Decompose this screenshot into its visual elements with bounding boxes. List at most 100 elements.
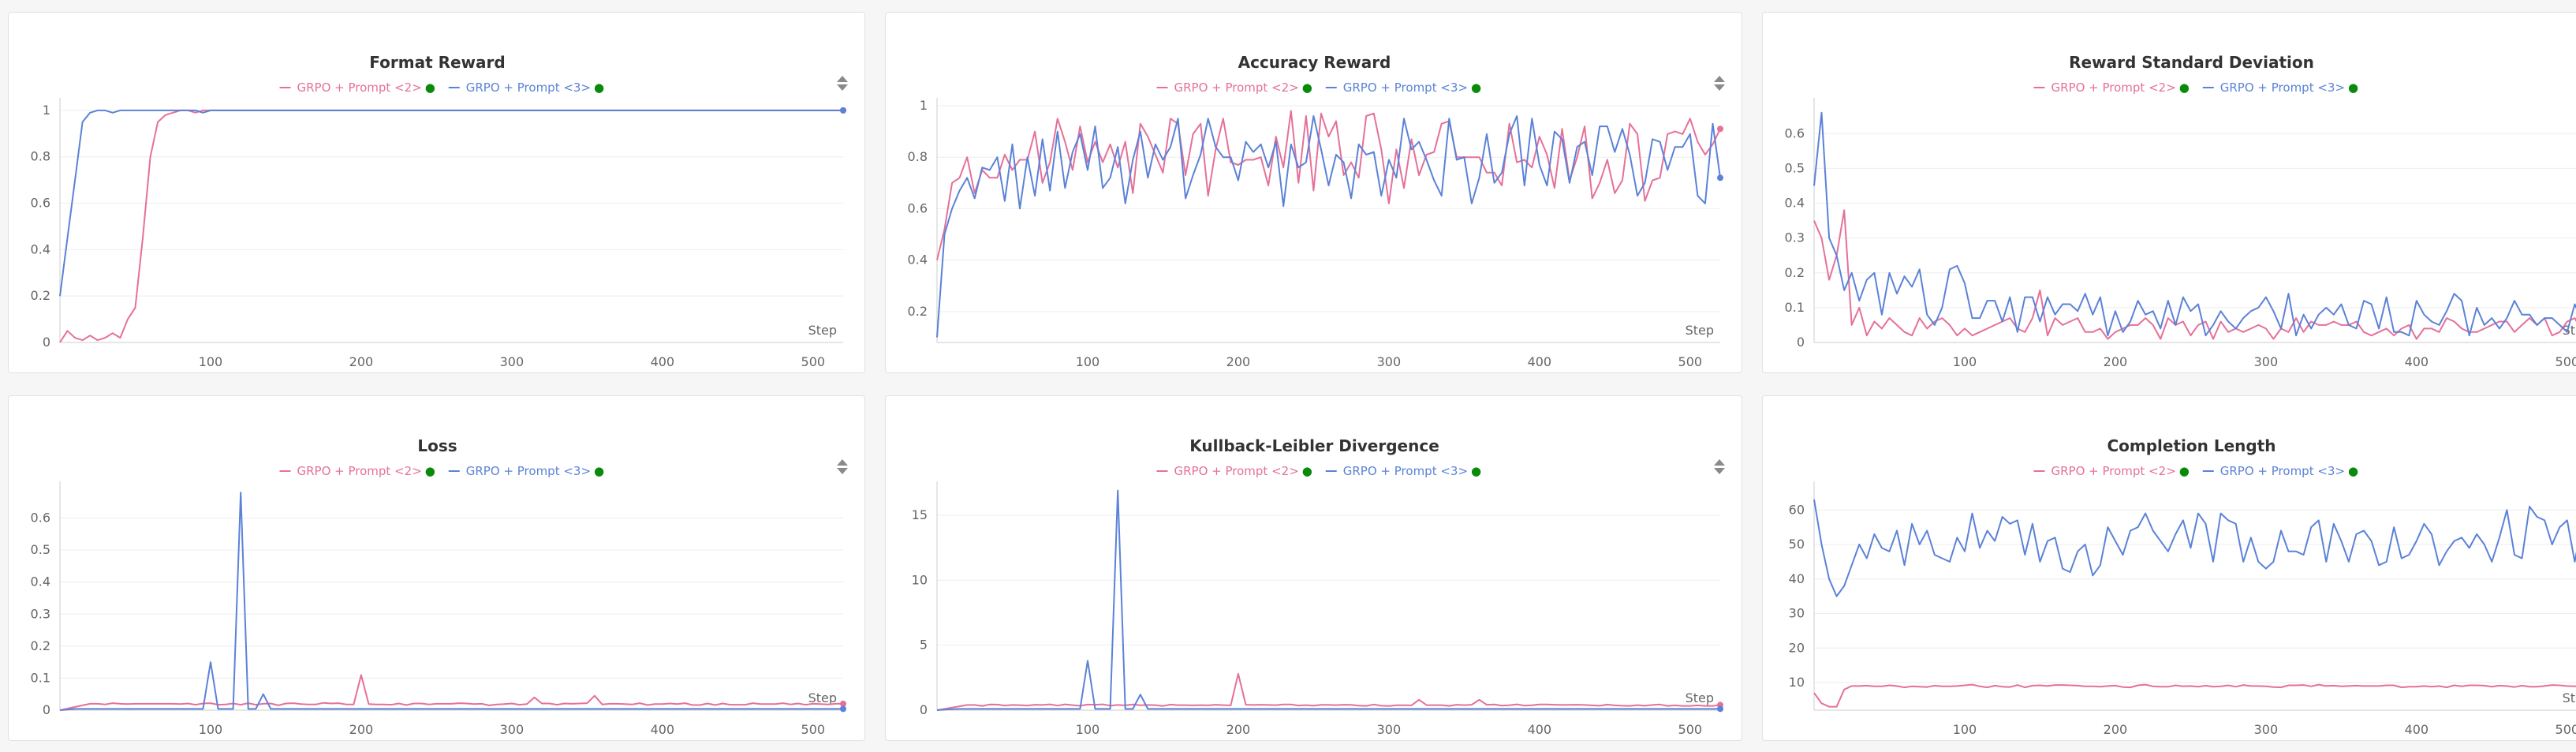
legend-status-dot: ● bbox=[1302, 80, 1312, 95]
legend-label[interactable]: GRPO + Prompt <2> bbox=[2051, 464, 2176, 478]
legend-status-dot: ● bbox=[2348, 80, 2358, 95]
chart-title: Kullback-Leibler Divergence bbox=[1189, 436, 1439, 455]
y-tick-label: 20 bbox=[1789, 640, 1805, 655]
series-line bbox=[1813, 209, 2576, 340]
legend-label[interactable]: GRPO + Prompt <2> bbox=[1174, 464, 1299, 478]
series-line bbox=[1813, 683, 2576, 708]
y-tick-label: 50 bbox=[1789, 537, 1805, 552]
chart-menu-icon[interactable] bbox=[837, 459, 848, 474]
chart-menu-icon-down bbox=[1714, 468, 1725, 474]
x-tick-label: 400 bbox=[2405, 722, 2429, 737]
chart-menu-icon[interactable] bbox=[837, 76, 848, 91]
y-tick-label: 0 bbox=[43, 702, 50, 717]
series-end-marker bbox=[840, 107, 846, 114]
chart-menu-icon-up bbox=[1714, 76, 1725, 82]
legend-status-dot: ● bbox=[1471, 464, 1481, 478]
legend-status-dot: ● bbox=[2179, 80, 2190, 95]
y-tick-label: 10 bbox=[1789, 675, 1805, 690]
chart-menu-icon-up bbox=[1714, 459, 1725, 466]
x-axis-label: Step bbox=[808, 690, 837, 705]
x-tick-label: 400 bbox=[1528, 354, 1552, 369]
x-tick-label: 400 bbox=[651, 722, 675, 737]
y-tick-label: 0.2 bbox=[1785, 265, 1805, 280]
x-tick-label: 500 bbox=[2555, 354, 2576, 369]
x-tick-label: 400 bbox=[2405, 354, 2429, 369]
chart-menu-icon[interactable] bbox=[1714, 459, 1725, 474]
legend-status-dot: ● bbox=[594, 464, 604, 478]
y-tick-label: 1 bbox=[43, 103, 50, 118]
legend-status-dot: ● bbox=[2179, 464, 2190, 478]
y-tick-label: 0.1 bbox=[1785, 300, 1805, 315]
y-tick-label: 0.1 bbox=[31, 670, 50, 685]
x-tick-label: 400 bbox=[1528, 722, 1552, 737]
x-tick-label: 100 bbox=[199, 354, 223, 369]
y-tick-label: 40 bbox=[1789, 571, 1805, 586]
y-tick-label: 0.6 bbox=[1785, 125, 1805, 140]
legend-label[interactable]: GRPO + Prompt <3> bbox=[2220, 80, 2345, 95]
legend-status-dot: ● bbox=[2348, 464, 2358, 478]
series-end-marker bbox=[1717, 705, 1723, 713]
y-tick-label: 0.3 bbox=[31, 606, 50, 621]
chart-svg: Kullback-Leibler Divergence GRPO + Prompt… bbox=[912, 436, 1725, 737]
chart-panel-accuracy-reward: Accuracy Reward GRPO + Prompt <2> ● GRPO + … bbox=[885, 12, 1742, 373]
x-tick-label: 200 bbox=[1226, 354, 1251, 369]
y-tick-label: 0.6 bbox=[908, 200, 928, 215]
series-line bbox=[936, 489, 1720, 711]
y-tick-label: 0 bbox=[920, 702, 928, 717]
legend-label[interactable]: GRPO + Prompt <2> bbox=[297, 80, 422, 95]
legend-label[interactable]: GRPO + Prompt <2> bbox=[1174, 80, 1299, 95]
x-tick-label: 300 bbox=[500, 354, 525, 369]
chart-panel-reward-std: Reward Standard Deviation GRPO + Prompt <… bbox=[1762, 12, 2576, 373]
x-axis-label: Step bbox=[1686, 323, 1714, 338]
series-line bbox=[936, 672, 1721, 711]
chart-title: Completion Length bbox=[2107, 436, 2275, 455]
chart-menu-icon[interactable] bbox=[1714, 76, 1725, 91]
series-line bbox=[1813, 499, 2576, 597]
x-tick-label: 200 bbox=[1226, 722, 1251, 737]
x-tick-label: 400 bbox=[651, 354, 675, 369]
y-tick-label: 0.6 bbox=[31, 196, 50, 211]
x-tick-label: 500 bbox=[801, 722, 826, 737]
legend-label[interactable]: GRPO + Prompt <2> bbox=[2051, 80, 2176, 95]
y-tick-label: 0.4 bbox=[908, 253, 928, 268]
y-tick-label: 0.6 bbox=[31, 511, 50, 526]
x-tick-label: 100 bbox=[1076, 354, 1100, 369]
series-line bbox=[59, 109, 843, 343]
chart-panel-completion-length: Completion Length GRPO + Prompt <2> ● GRPO … bbox=[1762, 395, 2576, 741]
x-tick-label: 300 bbox=[500, 722, 525, 737]
x-tick-label: 200 bbox=[2104, 354, 2128, 369]
y-tick-label: 0.2 bbox=[31, 638, 50, 653]
x-tick-label: 300 bbox=[1377, 722, 1402, 737]
y-tick-label: 0.3 bbox=[1785, 230, 1805, 245]
legend-label[interactable]: GRPO + Prompt <3> bbox=[2220, 464, 2345, 478]
legend-status-dot: ● bbox=[1471, 80, 1481, 95]
y-tick-label: 0.5 bbox=[31, 542, 50, 557]
chart-menu-icon-up bbox=[837, 459, 848, 466]
legend-status-dot: ● bbox=[1302, 464, 1312, 478]
series-end-marker bbox=[1717, 174, 1723, 181]
chart-title: Format Reward bbox=[369, 53, 505, 72]
y-tick-label: 0.2 bbox=[908, 304, 928, 319]
x-axis-label: Step bbox=[1686, 690, 1714, 705]
chart-menu-icon-down bbox=[1714, 84, 1725, 91]
legend-label[interactable]: GRPO + Prompt <3> bbox=[1343, 80, 1468, 95]
series-end-marker bbox=[840, 705, 846, 713]
chart-menu-icon-down bbox=[837, 84, 848, 91]
legend-label[interactable]: GRPO + Prompt <2> bbox=[297, 464, 422, 478]
legend-status-dot: ● bbox=[425, 464, 435, 478]
x-tick-label: 200 bbox=[2104, 722, 2128, 737]
x-tick-label: 300 bbox=[2254, 722, 2279, 737]
series-end-marker bbox=[840, 700, 846, 707]
y-tick-label: 0.4 bbox=[31, 241, 50, 256]
series-line bbox=[936, 115, 1721, 338]
legend-label[interactable]: GRPO + Prompt <3> bbox=[466, 80, 591, 95]
y-tick-label: 60 bbox=[1789, 502, 1805, 517]
legend-label[interactable]: GRPO + Prompt <3> bbox=[466, 464, 591, 478]
y-tick-label: 0.8 bbox=[31, 149, 50, 164]
x-tick-label: 100 bbox=[199, 722, 223, 737]
x-axis-label: Step bbox=[808, 323, 837, 338]
legend-label[interactable]: GRPO + Prompt <3> bbox=[1343, 464, 1468, 478]
chart-title: Loss bbox=[417, 436, 457, 455]
